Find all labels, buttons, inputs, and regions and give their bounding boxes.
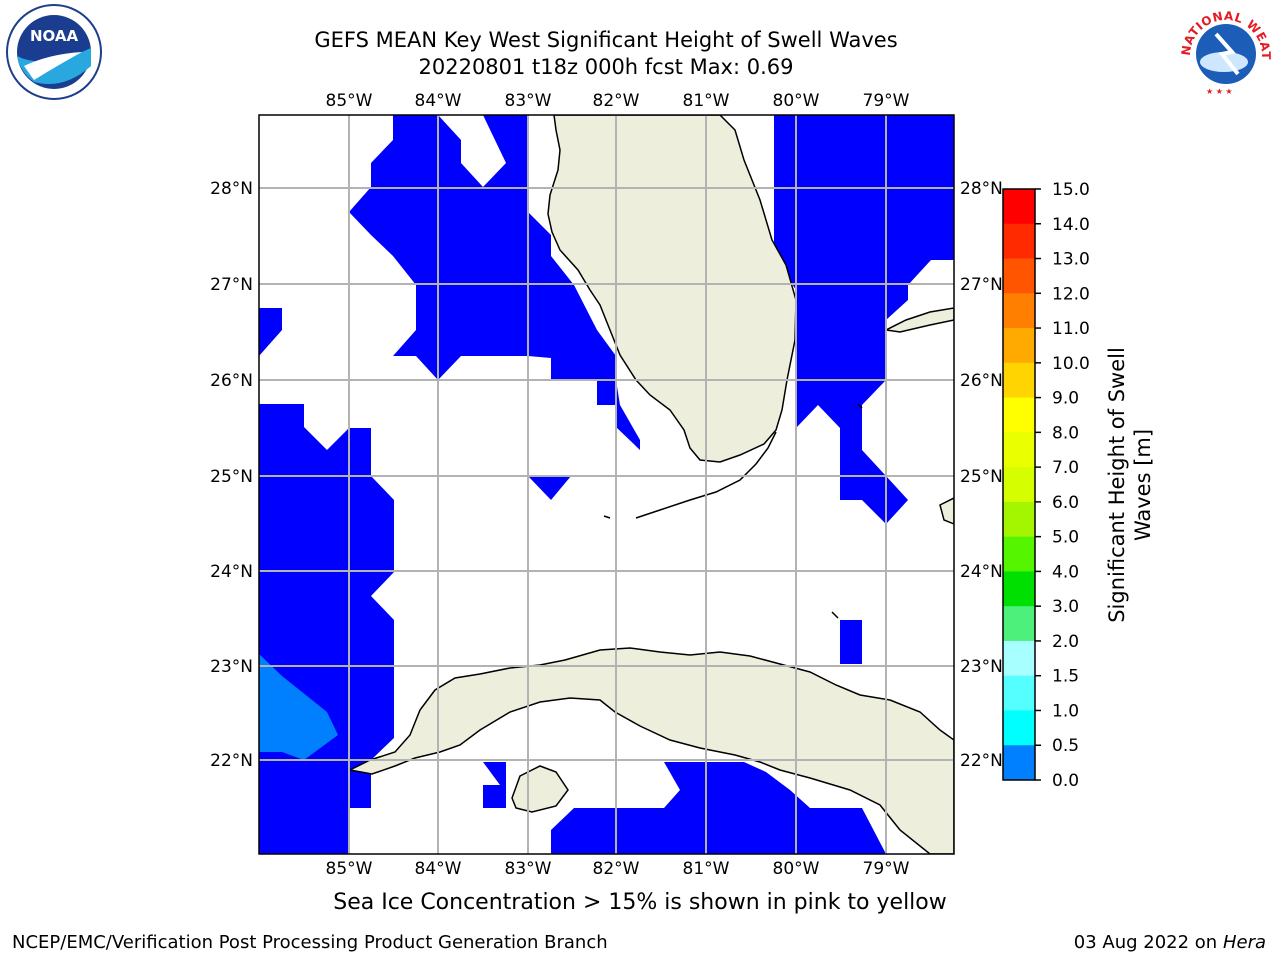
lon-tick-label: 82°W [593, 859, 640, 879]
lat-tick-label: 23°N [210, 657, 253, 677]
lon-tick-label: 83°W [505, 91, 552, 111]
chart-title: GEFS MEAN Key West Significant Height of… [314, 28, 898, 52]
colorbar-tick-label: 2.0 [1052, 632, 1079, 652]
colorbar-ticks: 15.0 14.0 13.0 12.0 11.0 10.0 9.0 8.0 7.0 6.0 5.0 4… [1035, 180, 1090, 791]
colorbar-tick-label: 1.5 [1052, 667, 1079, 687]
colorbar-tick-label: 7.0 [1052, 458, 1079, 478]
lon-tick-label: 80°W [773, 91, 820, 111]
colorbar-segment [1003, 397, 1035, 433]
lat-tick-label: 26°N [960, 371, 1003, 391]
colorbar-tick-label: 10.0 [1052, 354, 1090, 374]
lat-tick-label: 28°N [960, 179, 1003, 199]
lat-tick-label: 23°N [960, 657, 1003, 677]
colorbar-tick-label: 11.0 [1052, 319, 1090, 339]
colorbar-segment [1003, 432, 1035, 468]
bahamas-land [883, 307, 954, 333]
lat-tick-label: 28°N [210, 179, 253, 199]
nws-logo: NATIONAL WEATHER SERVICE ★ ★ ★ [1176, 4, 1273, 98]
colorbar-frame [1002, 188, 1036, 781]
lon-tick-label: 81°W [683, 859, 730, 879]
colorbar-segment [1003, 189, 1035, 225]
svg-text:★ ★ ★: ★ ★ ★ [1206, 87, 1233, 96]
lat-tick-label: 22°N [960, 751, 1003, 771]
colorbar-tick-label: 14.0 [1052, 215, 1090, 235]
colorbar-segment [1003, 258, 1035, 294]
colorbar-segment [1003, 710, 1035, 746]
colorbar-tick-label: 6.0 [1052, 493, 1079, 513]
colorbar-segment [1003, 501, 1035, 538]
cuba-land [347, 647, 954, 854]
sea-ice-note: Sea Ice Concentration > 15% is shown in … [333, 890, 947, 915]
colorbar-segment [1003, 571, 1035, 607]
colorbar-segment [1003, 467, 1035, 503]
footer-credit: NCEP/EMC/Verification Post Processing Pr… [12, 932, 608, 953]
lat-tick-label: 24°N [210, 562, 253, 582]
footer-date: 03 Aug 2022 on Hera [1074, 932, 1266, 953]
map-gridlines [259, 115, 954, 854]
noaa-logo: NOAA [6, 4, 102, 100]
lat-tick-label: 27°N [210, 275, 253, 295]
colorbar-segment [1003, 745, 1035, 781]
florida-keys [635, 431, 777, 519]
colorbar-tick-label: 8.0 [1052, 423, 1079, 443]
colorbar-segment [1003, 293, 1035, 329]
colorbar [1003, 189, 1035, 781]
lat-ticks-right: 28°N 27°N 26°N 25°N 24°N 23°N 22°N [960, 179, 1003, 771]
colorbar-segment [1003, 223, 1035, 260]
colorbar-segment [1003, 328, 1035, 364]
colorbar-tick-label: 4.0 [1052, 562, 1079, 582]
lon-tick-label: 82°W [593, 91, 640, 111]
colorbar-segment [1003, 536, 1035, 572]
swell-band-0.5-1.0 [259, 654, 338, 760]
footer-host: Hera [1222, 932, 1266, 953]
lon-tick-label: 84°W [415, 91, 462, 111]
colorbar-tick-label: 13.0 [1052, 250, 1090, 270]
lat-tick-label: 26°N [210, 371, 253, 391]
lat-tick-label: 24°N [960, 562, 1003, 582]
lat-tick-label: 25°N [210, 467, 253, 487]
colorbar-segment [1003, 606, 1035, 642]
chart-subtitle: 20220801 t18z 000h fcst Max: 0.69 [418, 55, 794, 79]
colorbar-tick-label: 3.0 [1052, 597, 1079, 617]
colorbar-segment [1003, 675, 1035, 711]
lon-tick-label: 84°W [415, 859, 462, 879]
colorbar-label-line2: Waves [m] [1131, 429, 1155, 541]
colorbar-segment [1003, 362, 1035, 399]
lat-tick-label: 22°N [210, 751, 253, 771]
colorbar-segment [1003, 640, 1035, 677]
colorbar-tick-label: 0.0 [1052, 771, 1079, 791]
lon-tick-label: 83°W [505, 859, 552, 879]
colorbar-tick-label: 12.0 [1052, 284, 1090, 304]
lon-ticks-bottom: 85°W 84°W 83°W 82°W 81°W 80°W 79°W [326, 859, 910, 879]
lat-ticks-left: 28°N 27°N 26°N 25°N 24°N 23°N 22°N [210, 179, 253, 771]
map-area [259, 115, 954, 854]
lon-tick-label: 79°W [863, 859, 910, 879]
lon-tick-label: 79°W [863, 91, 910, 111]
noaa-logo-text: NOAA [30, 27, 79, 45]
lon-tick-label: 85°W [326, 859, 373, 879]
map-frame [258, 114, 955, 855]
lon-tick-label: 85°W [326, 91, 373, 111]
colorbar-tick-label: 0.5 [1052, 736, 1079, 756]
colorbar-tick-label: 9.0 [1052, 389, 1079, 409]
colorbar-tick-label: 5.0 [1052, 528, 1079, 548]
colorbar-tick-label: 1.0 [1052, 701, 1079, 721]
lat-tick-label: 25°N [960, 467, 1003, 487]
lon-tick-label: 81°W [683, 91, 730, 111]
colorbar-tick-label: 15.0 [1052, 180, 1090, 200]
lat-tick-label: 27°N [960, 275, 1003, 295]
colorbar-label-line1: Significant Height of Swell [1105, 347, 1129, 623]
footer-date-text: 03 Aug 2022 on [1073, 932, 1218, 953]
florida-land [547, 115, 797, 463]
isla-juventud [511, 765, 569, 813]
lon-tick-label: 80°W [773, 859, 820, 879]
lon-ticks-top: 85°W 84°W 83°W 82°W 81°W 80°W 79°W [326, 91, 910, 111]
